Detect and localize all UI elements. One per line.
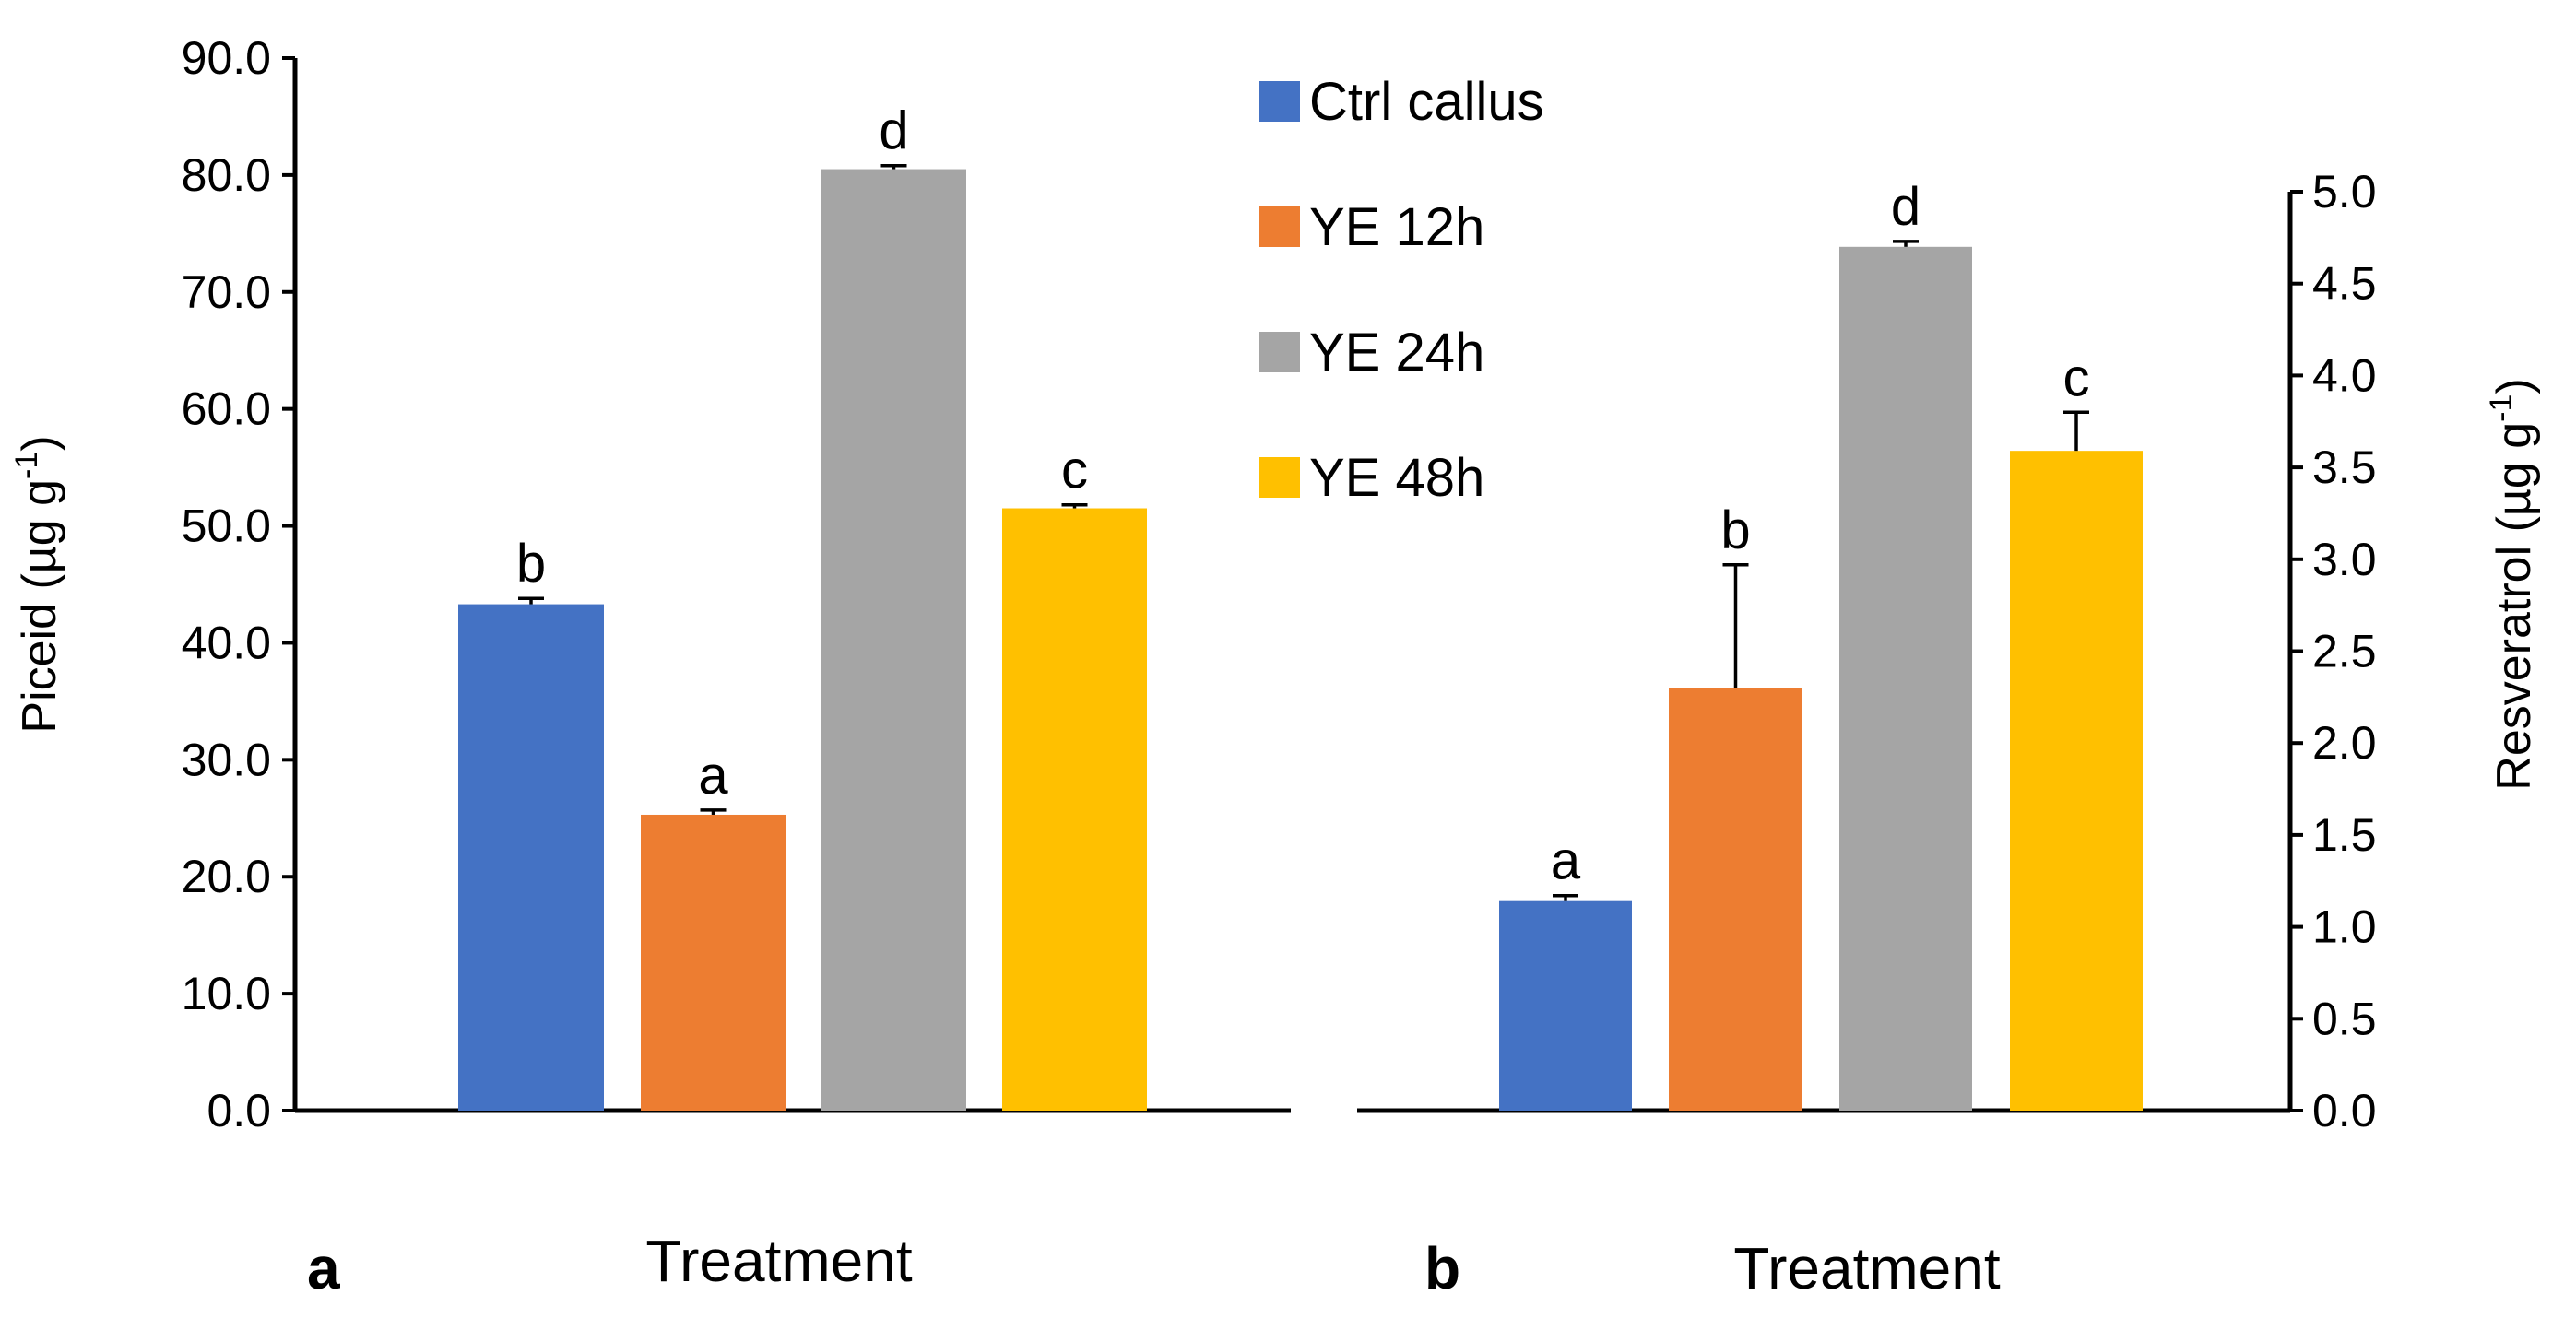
legend-swatch [1259, 206, 1300, 247]
x-axis-label: Treatment [1733, 1235, 2001, 1301]
y-tick-label: 70.0 [182, 266, 271, 318]
legend-swatch [1259, 332, 1300, 372]
legend-label: Ctrl callus [1309, 72, 1544, 132]
y-tick-label: 3.5 [2312, 441, 2377, 493]
y-tick-label: 20.0 [182, 851, 271, 902]
y-axis-label-close: ) [2487, 378, 2541, 394]
chart-panel-b: 0.0 0.5 1.0 1.5 2.0 2.5 3.0 3.5 4.0 4.5 5.0 a b d c Res… [1357, 166, 2541, 1301]
panel-label-b: b [1424, 1235, 1460, 1301]
significance-letter: d [879, 101, 908, 161]
y-tick-label: 2.0 [2312, 717, 2377, 769]
y-tick-label: 80.0 [182, 149, 271, 201]
significance-letter: c [2063, 347, 2090, 407]
y-axis-label-close: ) [13, 435, 66, 451]
y-tick-label: 1.0 [2312, 901, 2377, 953]
bar-ye-48h [2010, 451, 2143, 1111]
legend-label: YE 12h [1309, 197, 1484, 257]
y-tick-label: 10.0 [182, 968, 271, 1019]
y-axis-label-main: Resveratrol (µg g [2487, 422, 2541, 791]
y-tick-label: 4.5 [2312, 258, 2377, 310]
bar-ye-24h [821, 169, 966, 1112]
y-tick-label: 3.0 [2312, 534, 2377, 585]
significance-letter: c [1061, 441, 1088, 500]
y-tick-label: 2.5 [2312, 626, 2377, 677]
y-tick-label: 4.0 [2312, 349, 2377, 401]
y-tick-label: 40.0 [182, 617, 271, 668]
bar-ctrl-callus [1499, 900, 1632, 1111]
y-tick-label: 50.0 [182, 500, 271, 552]
y-axis-label-superscript: -1 [2484, 394, 2519, 422]
panel-label-a: a [307, 1235, 340, 1301]
chart-panel-a: 0.0 10.0 20.0 30.0 40.0 50.0 60.0 70.0 80.0 90.0 b… [9, 32, 1291, 1301]
y-tick-label: 5.0 [2312, 166, 2377, 218]
legend: Ctrl callus YE 12h YE 24h YE 48h [1259, 72, 1544, 508]
y-tick-label: 1.5 [2312, 809, 2377, 861]
legend-label: YE 24h [1309, 323, 1484, 382]
bar-ye-12h [641, 814, 786, 1111]
y-tick-label: 0.0 [207, 1085, 271, 1136]
significance-letter: b [1720, 500, 1750, 560]
legend-label: YE 48h [1309, 448, 1484, 508]
significance-letter: b [516, 534, 546, 594]
y-tick-label: 0.0 [2312, 1085, 2377, 1136]
legend-swatch [1259, 457, 1300, 498]
bar-ye-12h [1669, 688, 1802, 1111]
bar-ye-48h [1002, 508, 1147, 1111]
legend-swatch [1259, 81, 1300, 122]
y-axis-label: Resveratrol (µg g-1) [2484, 378, 2541, 790]
y-axis-label-main: Piceid (µg g [13, 479, 66, 734]
significance-letter: d [1891, 177, 1920, 237]
significance-letter: a [1551, 831, 1581, 891]
y-tick-label: 60.0 [182, 383, 271, 435]
y-tick-label: 90.0 [182, 32, 271, 84]
y-axis-label-superscript: -1 [9, 452, 44, 479]
y-tick-label: 0.5 [2312, 993, 2377, 1044]
y-tick-label: 30.0 [182, 734, 271, 785]
y-axis-label: Piceid (µg g-1) [9, 435, 66, 733]
bar-ye-24h [1839, 246, 1972, 1111]
bar-ctrl-callus [458, 604, 604, 1111]
significance-letter: a [698, 746, 728, 806]
x-axis-label: Treatment [645, 1228, 913, 1294]
